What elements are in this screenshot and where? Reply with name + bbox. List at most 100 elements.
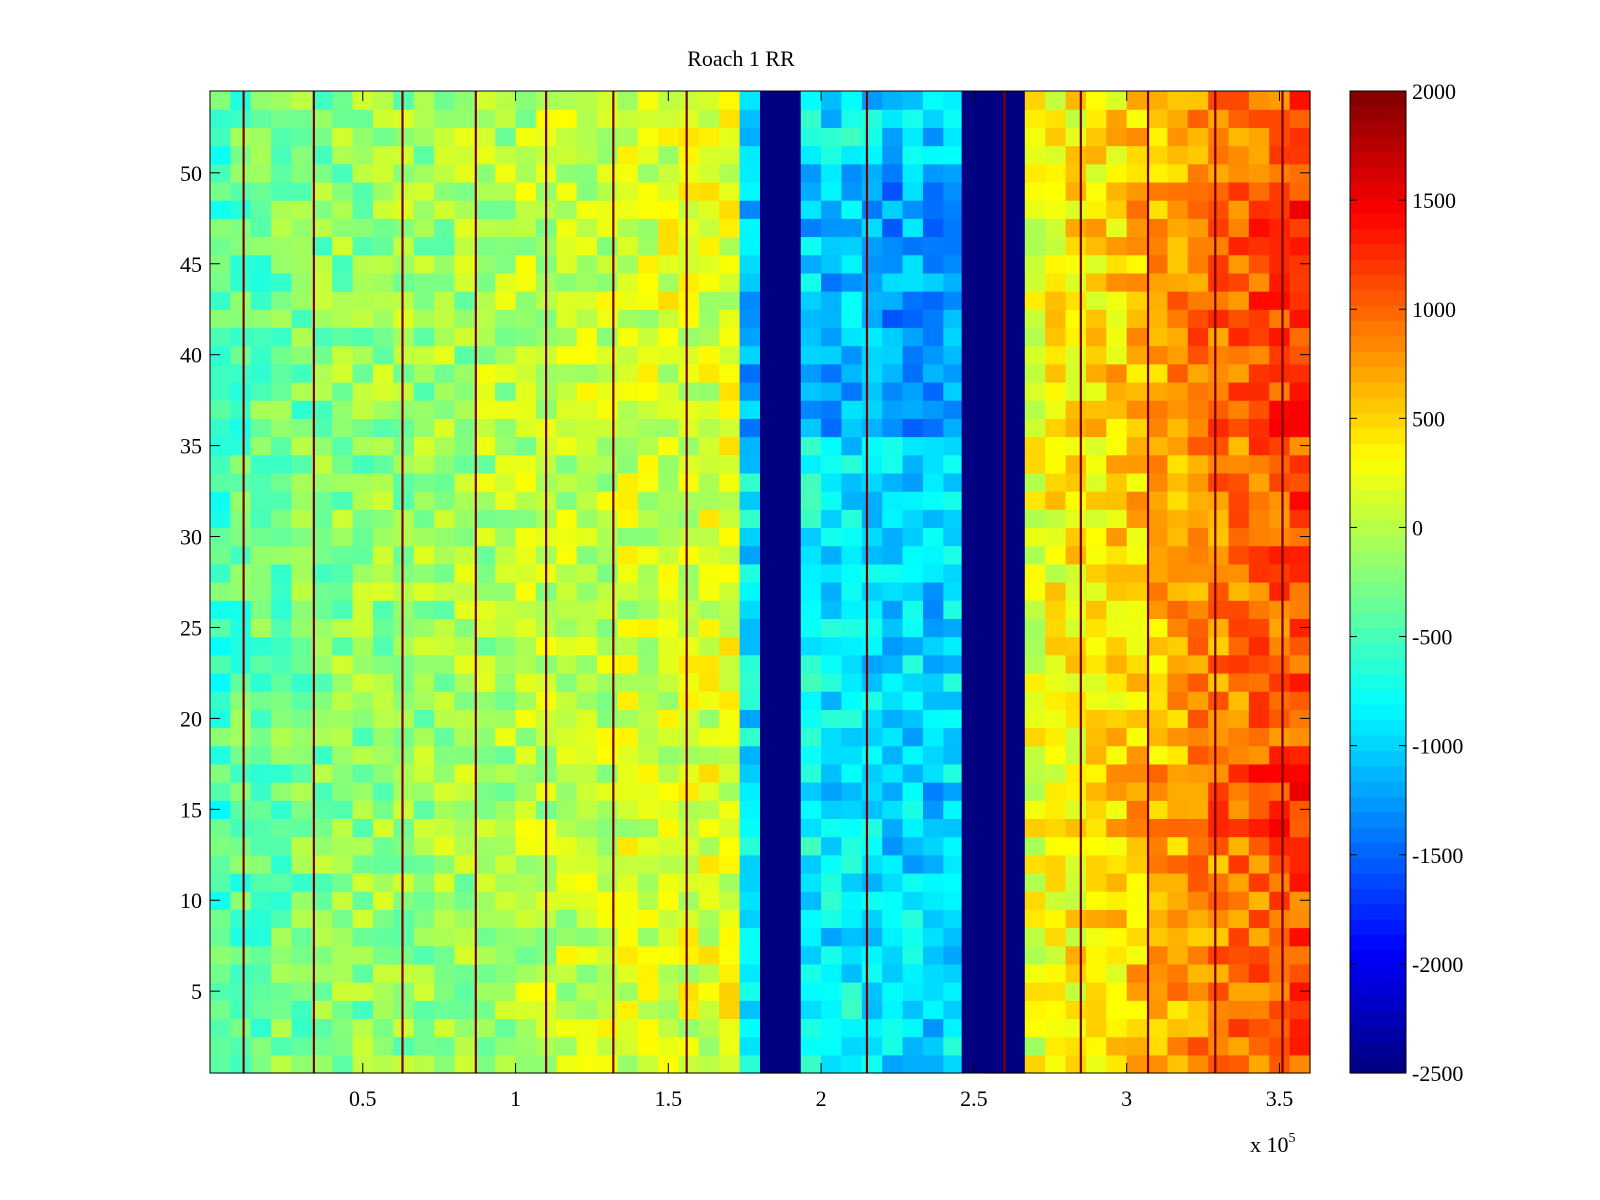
heatmap-cell <box>1085 618 1107 638</box>
heatmap-cell <box>291 709 313 729</box>
heatmap-cell <box>495 200 517 219</box>
heatmap-cell <box>372 400 394 419</box>
colorbar-cell <box>1350 1057 1406 1074</box>
heatmap-cell <box>434 291 456 310</box>
heatmap-cell <box>678 1018 700 1038</box>
heatmap-cell <box>1167 891 1189 910</box>
heatmap-cell <box>800 618 822 638</box>
heatmap-cell <box>922 563 944 583</box>
heatmap-cell <box>1085 327 1107 347</box>
heatmap-cell <box>1065 309 1087 329</box>
heatmap-cell <box>658 818 680 838</box>
heatmap-cell <box>1187 545 1209 565</box>
heatmap-cell <box>352 782 374 801</box>
heatmap-cell <box>271 91 293 110</box>
heatmap-cell <box>576 891 598 910</box>
heatmap-cell <box>902 927 924 947</box>
heatmap-cell <box>1167 1018 1189 1038</box>
x-tick-label: 3 <box>1121 1086 1132 1111</box>
heatmap-cell <box>230 527 252 547</box>
heatmap-cell <box>332 272 354 292</box>
heatmap-cell <box>861 818 883 838</box>
heatmap-cell <box>352 1018 374 1038</box>
heatmap-cell <box>1065 91 1087 110</box>
heatmap-cell <box>1248 818 1270 838</box>
heatmap-cell <box>332 309 354 329</box>
heatmap-cell <box>495 1054 517 1074</box>
heatmap-cell <box>637 927 659 947</box>
heatmap-cell <box>617 272 639 292</box>
heatmap-cell <box>413 291 435 310</box>
heatmap-cell <box>311 236 333 256</box>
heatmap-cell <box>474 127 496 147</box>
heatmap-cell <box>739 963 761 983</box>
heatmap-cell <box>922 618 944 638</box>
heatmap-cell <box>943 309 965 329</box>
heatmap-cell <box>1045 545 1067 565</box>
heatmap-cell <box>474 109 496 128</box>
heatmap-cell <box>311 181 333 201</box>
heatmap-cell <box>210 472 231 492</box>
heatmap-cell <box>902 491 924 510</box>
heatmap-cell <box>1024 872 1046 892</box>
heatmap-cell <box>250 418 272 438</box>
heatmap-cell <box>332 109 354 128</box>
heatmap-cell <box>474 745 496 765</box>
heatmap-cell <box>291 236 313 256</box>
heatmap-cell <box>495 254 517 274</box>
heatmap-cell <box>658 400 680 419</box>
heatmap-cell <box>474 345 496 365</box>
heatmap-cell <box>576 582 598 601</box>
heatmap-cell <box>230 109 252 128</box>
y-tick-label: 50 <box>180 161 202 186</box>
heatmap-cell <box>882 254 904 274</box>
heatmap-cell <box>1248 672 1270 692</box>
heatmap-cell <box>658 327 680 347</box>
heatmap-cell <box>1228 891 1250 910</box>
heatmap-cell <box>698 509 720 529</box>
heatmap-cell <box>1187 818 1209 838</box>
heatmap-cell <box>821 763 843 783</box>
heatmap-cell <box>698 654 720 674</box>
heatmap-cell <box>474 472 496 492</box>
colorbar-tick-label: 1000 <box>1412 297 1456 322</box>
heatmap-cell <box>352 763 374 783</box>
heatmap-cell <box>861 254 883 274</box>
heatmap-cell <box>271 181 293 201</box>
heatmap-cell <box>352 672 374 692</box>
heatmap-cell <box>882 163 904 183</box>
heatmap-cell <box>332 782 354 801</box>
heatmap-cell <box>922 854 944 874</box>
heatmap-cell <box>413 509 435 529</box>
heatmap-cell <box>739 763 761 783</box>
heatmap-cell <box>1147 145 1169 165</box>
heatmap-cell <box>291 691 313 710</box>
heatmap-cell <box>637 836 659 856</box>
heatmap-cell <box>1228 745 1250 765</box>
heatmap-cell <box>311 1018 333 1038</box>
heatmap-cell <box>250 800 272 820</box>
heatmap-cell <box>922 127 944 147</box>
heatmap-cell <box>434 782 456 801</box>
heatmap-cell <box>434 636 456 656</box>
heatmap-cell <box>800 1036 822 1056</box>
heatmap-cell <box>210 254 231 274</box>
heatmap-cell <box>1126 291 1148 310</box>
heatmap-cell <box>271 527 293 547</box>
heatmap-cell <box>271 454 293 474</box>
heatmap-cell <box>800 745 822 765</box>
heatmap-cell <box>617 1000 639 1020</box>
heatmap-cell <box>311 982 333 1001</box>
heatmap-cell <box>1269 272 1291 292</box>
heatmap-cell <box>393 145 415 165</box>
heatmap-cell <box>230 91 252 110</box>
heatmap-cell <box>922 454 944 474</box>
heatmap-cell <box>1208 254 1230 274</box>
heatmap-cell <box>1004 745 1026 765</box>
heatmap-cell <box>1228 636 1250 656</box>
heatmap-cell <box>719 636 741 656</box>
heatmap-cell <box>1208 363 1230 383</box>
heatmap-cell <box>1106 709 1128 729</box>
heatmap-cell <box>210 527 231 547</box>
heatmap-cell <box>943 763 965 783</box>
